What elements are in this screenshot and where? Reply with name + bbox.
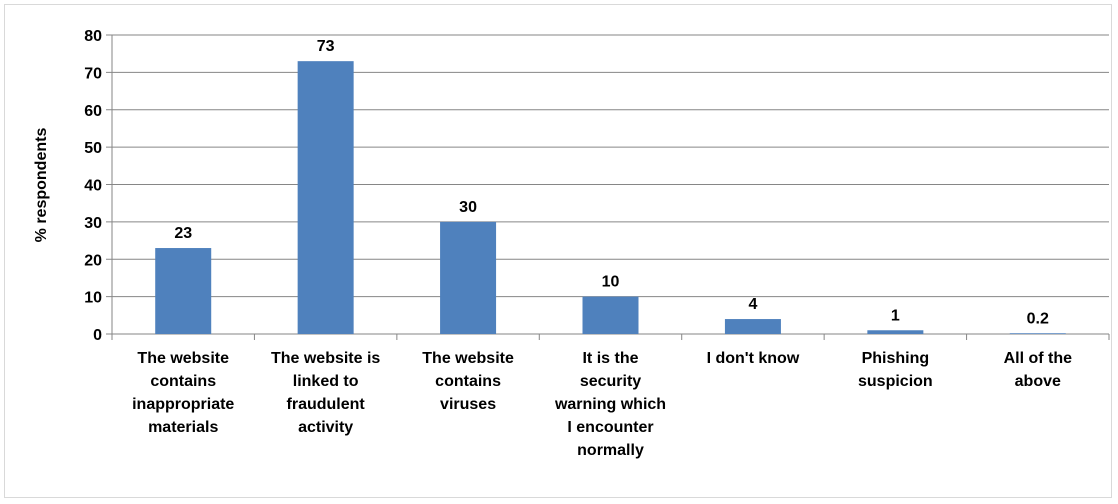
category-label: normally <box>577 442 644 459</box>
category-label: suspicion <box>858 373 933 390</box>
category-label: I encounter <box>567 419 653 436</box>
bar <box>440 221 497 334</box>
bar <box>1009 333 1066 334</box>
category-label: fraudulent <box>287 396 366 413</box>
category-label: above <box>1015 373 1061 390</box>
data-label: 0.2 <box>1027 310 1049 327</box>
category-labels: The website contains inappropriate material… <box>132 350 1072 459</box>
y-tick-label: 50 <box>84 140 102 157</box>
data-label: 10 <box>602 274 620 291</box>
bar <box>297 61 354 334</box>
data-label: 1 <box>891 307 900 324</box>
y-tick-label: 20 <box>84 252 102 269</box>
category-label: It is the <box>582 350 638 367</box>
y-tick-label: 60 <box>84 103 102 120</box>
gridlines <box>112 34 1109 298</box>
data-label: 23 <box>174 225 192 242</box>
y-tick-label: 70 <box>84 65 102 82</box>
bar-chart: 0 10 20 30 40 50 60 70 80 23 73 30 10 4 1 0.2 The webs… <box>33 28 1110 459</box>
category-label: The website <box>422 350 514 367</box>
y-tick-labels: 0 10 20 30 40 50 60 70 80 <box>84 28 102 344</box>
y-tick-label: 80 <box>84 28 102 45</box>
data-label: 30 <box>459 199 477 216</box>
bars <box>155 61 1066 334</box>
category-label: contains <box>150 373 216 390</box>
category-label: The website <box>137 350 229 367</box>
category-label: materials <box>148 419 218 436</box>
category-label: viruses <box>440 396 496 413</box>
y-axis-title: % respondents <box>33 128 50 243</box>
y-tick-label: 40 <box>84 178 102 195</box>
category-label: warning which <box>554 396 666 413</box>
axes <box>106 34 1110 340</box>
category-label: The website is <box>271 350 380 367</box>
category-label: activity <box>298 419 353 436</box>
data-label: 4 <box>748 296 757 313</box>
y-tick-label: 10 <box>84 290 102 307</box>
bar <box>724 319 781 334</box>
category-label: Phishing <box>862 350 930 367</box>
y-tick-label: 30 <box>84 215 102 232</box>
category-label: contains <box>435 373 501 390</box>
y-tick-label: 0 <box>93 327 102 344</box>
category-label: All of the <box>1004 350 1073 367</box>
category-label: inappropriate <box>132 396 234 413</box>
bar <box>867 330 924 334</box>
category-label: linked to <box>293 373 359 390</box>
data-labels: 23 73 30 10 4 1 0.2 <box>174 38 1049 327</box>
chart-frame: 0 10 20 30 40 50 60 70 80 23 73 30 10 4 1 0.2 The webs… <box>4 4 1112 498</box>
category-label: I don't know <box>707 350 800 367</box>
category-label: security <box>580 373 641 390</box>
data-label: 73 <box>317 38 335 55</box>
bar <box>582 296 639 334</box>
bar <box>155 248 212 334</box>
